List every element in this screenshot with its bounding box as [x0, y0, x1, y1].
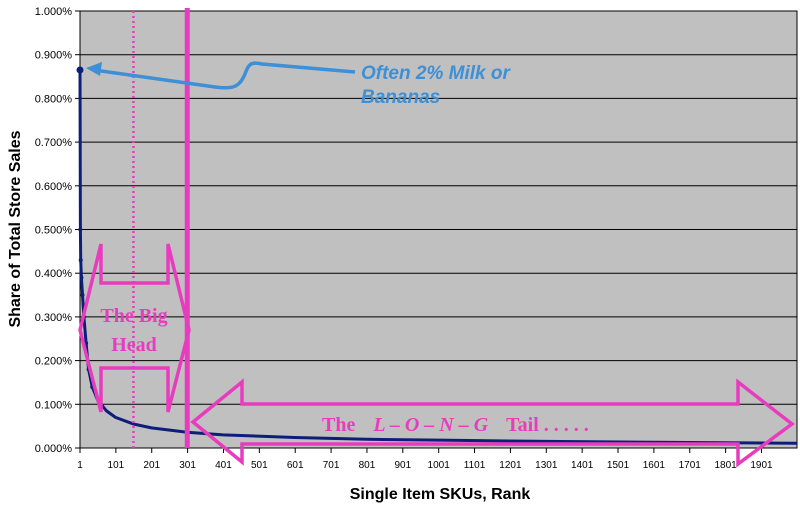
series-point	[78, 258, 83, 263]
y-tick-label: 0.300%	[35, 312, 73, 324]
y-tick-label: 0.100%	[35, 399, 73, 411]
long-tail-label: The L – O – N – G Tail . . . . .	[322, 414, 589, 436]
big-head-double-arrow	[78, 243, 191, 413]
x-tick-label: 1601	[643, 460, 666, 471]
x-tick-label: 1101	[464, 460, 486, 471]
x-tick-label: 1501	[607, 460, 630, 471]
long-tail-double-arrow	[190, 378, 795, 468]
x-tick-label: 301	[179, 460, 196, 471]
series-point	[76, 66, 84, 74]
x-axis-title: Single Item SKUs, Rank	[350, 486, 531, 503]
x-tick-label: 1301	[535, 460, 558, 471]
x-tick-label: 1201	[499, 460, 522, 471]
x-tick-label: 1001	[428, 460, 451, 471]
y-tick-label: 1.000%	[35, 6, 73, 18]
milk-annotation-line2: Bananas	[361, 87, 440, 108]
milk-callout-arrow-shaft	[93, 61, 356, 90]
x-axis-ticks: 1 101 201 301 401 501 601 701 801 901 1001 1101 1201…	[77, 448, 773, 471]
y-tick-label: 0.200%	[35, 356, 73, 368]
y-axis-ticks: 0.000% 0.100% 0.200% 0.300% 0.400% 0.500% 0.60…	[35, 6, 80, 455]
x-tick-label: 201	[143, 460, 160, 471]
x-tick-label: 1701	[679, 460, 702, 471]
x-tick-label: 1801	[714, 460, 737, 471]
x-tick-label: 501	[251, 460, 268, 471]
y-tick-label: 0.800%	[35, 93, 73, 105]
series-point	[80, 293, 85, 298]
y-tick-label: 0.000%	[35, 443, 73, 455]
y-tick-label: 0.600%	[35, 181, 73, 193]
y-tick-label: 0.500%	[35, 225, 73, 237]
x-tick-label: 101	[108, 460, 125, 471]
y-tick-label: 0.700%	[35, 137, 73, 149]
milk-annotation-line1: Often 2% Milk or	[361, 63, 511, 84]
x-tick-label: 1401	[571, 460, 594, 471]
long-tail-label-long: L – O – N – G	[372, 414, 488, 436]
y-tick-label: 0.400%	[35, 268, 73, 280]
big-head-label-line2: Head	[111, 334, 157, 356]
x-tick-label: 401	[215, 460, 232, 471]
x-tick-label: 1	[77, 460, 83, 471]
series-point	[78, 227, 83, 232]
x-tick-label: 901	[394, 460, 411, 471]
series-polyline	[78, 69, 798, 445]
y-tick-label: 0.900%	[35, 50, 73, 62]
x-tick-label: 801	[359, 460, 376, 471]
long-tail-label-the: The	[322, 414, 355, 436]
milk-callout-arrowhead	[86, 62, 102, 76]
big-head-label-line1: The Big	[100, 305, 167, 327]
x-tick-label: 1901	[750, 460, 773, 471]
long-tail-label-tail: Tail . . . . .	[506, 414, 589, 436]
x-tick-label: 701	[323, 460, 340, 471]
y-axis-title: Share of Total Store Sales	[7, 130, 24, 327]
series-point	[79, 275, 84, 280]
reference-lines	[132, 8, 190, 448]
x-tick-label: 601	[287, 460, 304, 471]
